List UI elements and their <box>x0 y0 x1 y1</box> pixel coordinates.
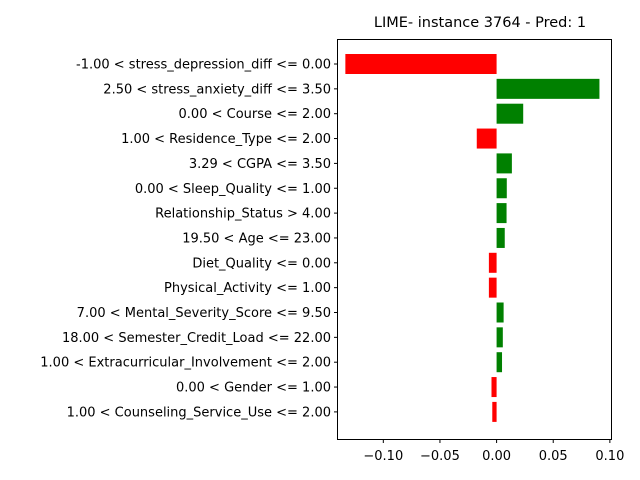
x-tick-label: −0.10 <box>363 449 403 464</box>
x-tick-label: 0.00 <box>482 449 511 464</box>
y-tick-label: Physical_Activity <= 1.00 <box>164 281 331 296</box>
x-ticks: −0.10 −0.05 0.00 0.05 0.10 <box>363 439 624 464</box>
bar <box>496 327 503 348</box>
y-tick-label: Diet_Quality <= 0.00 <box>192 256 331 271</box>
x-tick-label: 0.10 <box>595 449 624 464</box>
y-tick-label: 2.50 < stress_anxiety_diff <= 3.50 <box>103 82 331 97</box>
bar <box>488 277 497 298</box>
y-tick-label: 0.00 < Sleep_Quality <= 1.00 <box>135 182 331 197</box>
y-tick-label: 18.00 < Semester_Credit_Load <= 22.00 <box>62 331 331 346</box>
bar <box>496 178 507 199</box>
y-tick-label: 0.00 < Course <= 2.00 <box>179 107 331 122</box>
bar <box>496 302 504 323</box>
bar <box>496 203 507 224</box>
plot-frame <box>337 39 612 440</box>
bar <box>496 78 600 99</box>
bar <box>492 401 497 422</box>
y-tick-label: 7.00 < Mental_Severity_Score <= 9.50 <box>77 306 331 321</box>
x-tick-label: 0.05 <box>539 449 568 464</box>
bar <box>476 128 497 149</box>
y-tick-label: 19.50 < Age <= 23.00 <box>182 231 331 246</box>
bar <box>345 54 497 74</box>
bar <box>496 227 505 248</box>
y-tick-label: 1.00 < Residence_Type <= 2.00 <box>121 132 331 147</box>
x-tick-label: −0.05 <box>420 449 460 464</box>
y-tick-label: -1.00 < stress_depression_diff <= 0.00 <box>76 58 331 73</box>
bar <box>491 377 497 398</box>
y-tick-label: 3.29 < CGPA <= 3.50 <box>189 157 331 172</box>
y-tick-label: 0.00 < Gender <= 1.00 <box>176 381 331 396</box>
bars-group <box>345 54 600 422</box>
y-tick-labels: -1.00 < stress_depression_diff <= 0.00 2.… <box>40 58 338 420</box>
y-tick-label: 1.00 < Counseling_Service_Use <= 2.00 <box>67 405 331 420</box>
bar <box>496 153 512 174</box>
bar <box>496 103 524 124</box>
y-tick-label: Relationship_Status > 4.00 <box>155 207 331 222</box>
chart-title: LIME- instance 3764 - Pred: 1 <box>374 15 586 31</box>
y-tick-label: 1.00 < Extracurricular_Involvement <= 2.… <box>40 356 331 371</box>
bar <box>496 352 503 373</box>
bar <box>488 252 497 273</box>
